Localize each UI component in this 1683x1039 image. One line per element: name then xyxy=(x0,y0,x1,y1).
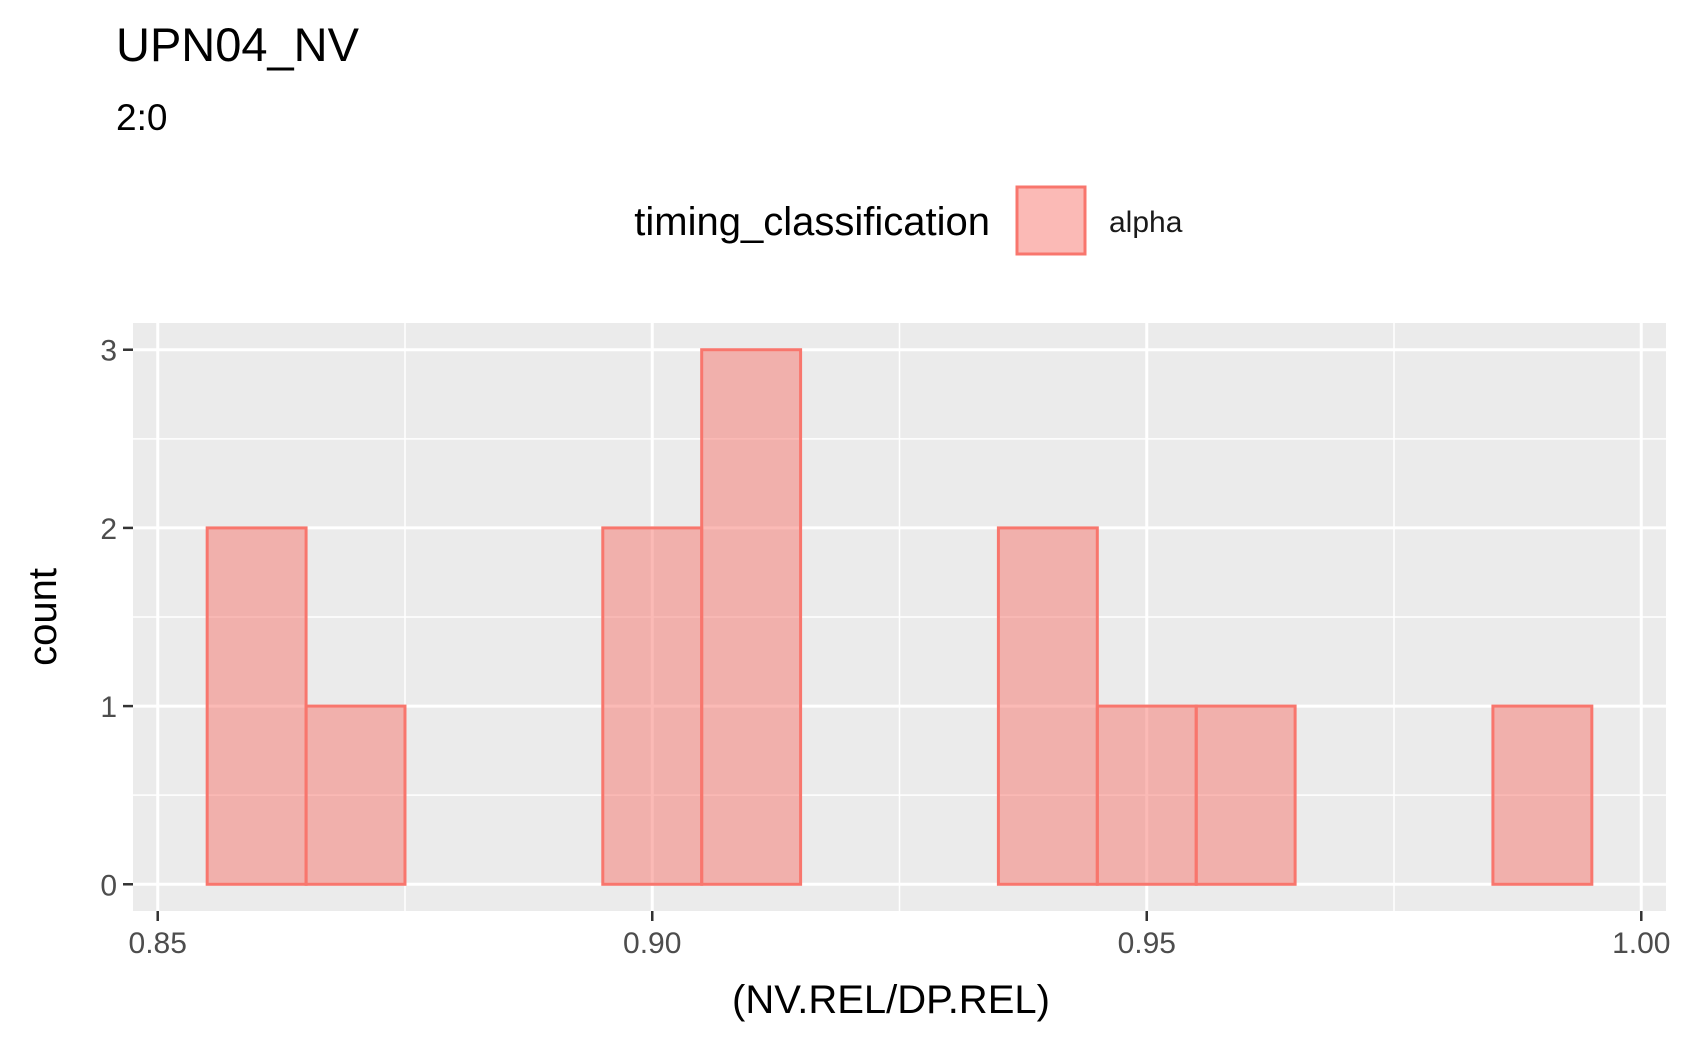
y-axis: 0 1 2 3 xyxy=(100,335,133,902)
y-tick-label: 1 xyxy=(100,691,117,724)
histogram-bar xyxy=(304,704,407,886)
x-axis-title: (NV.REL/DP.REL) xyxy=(732,978,1050,1022)
histogram-bar xyxy=(996,526,1099,886)
histogram-bar xyxy=(205,526,308,886)
chart-subtitle: 2:0 xyxy=(116,97,167,138)
legend-title: timing_classification xyxy=(634,200,990,244)
x-axis: 0.85 0.90 0.95 1.00 xyxy=(129,911,1670,960)
y-tick-label: 3 xyxy=(100,335,117,368)
histogram-bar xyxy=(1491,704,1594,886)
legend-label-alpha: alpha xyxy=(1109,206,1183,239)
x-tick-label: 0.85 xyxy=(129,927,187,960)
histogram-bar xyxy=(1194,704,1297,886)
chart-title: UPN04_NV xyxy=(116,18,360,71)
y-axis-title: count xyxy=(21,568,65,666)
y-tick-label: 0 xyxy=(100,869,117,902)
x-tick-label: 0.90 xyxy=(623,927,681,960)
y-tick-label: 2 xyxy=(100,513,117,546)
x-tick-label: 0.95 xyxy=(1118,927,1176,960)
x-tick-label: 1.00 xyxy=(1612,927,1670,960)
histogram-bar xyxy=(700,348,803,886)
histogram-bar xyxy=(1095,704,1198,886)
legend-key-alpha xyxy=(1015,185,1087,256)
legend: timing_classification alpha xyxy=(634,185,1183,256)
histogram-bar xyxy=(601,526,704,886)
histogram-bars xyxy=(205,348,1594,886)
